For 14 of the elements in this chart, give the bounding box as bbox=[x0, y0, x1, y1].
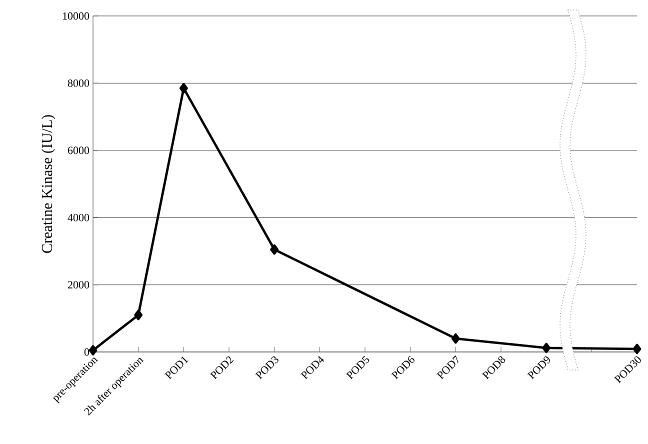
y-tick-label: 0 bbox=[84, 348, 90, 356]
point bbox=[134, 310, 143, 320]
point bbox=[270, 244, 279, 255]
y-tick-label: 4000 bbox=[68, 214, 90, 222]
y-tick-label: 10000 bbox=[62, 12, 90, 20]
point bbox=[179, 83, 188, 94]
point bbox=[632, 344, 642, 354]
point bbox=[88, 345, 98, 356]
y-tick-label: 2000 bbox=[68, 281, 90, 288]
point bbox=[542, 342, 551, 354]
point bbox=[451, 333, 460, 344]
y-tick-label: 6000 bbox=[68, 146, 90, 154]
y-axis-title: Creatine Kinase (IU/L) bbox=[42, 115, 56, 253]
y-tick-label: 8000 bbox=[68, 79, 90, 87]
